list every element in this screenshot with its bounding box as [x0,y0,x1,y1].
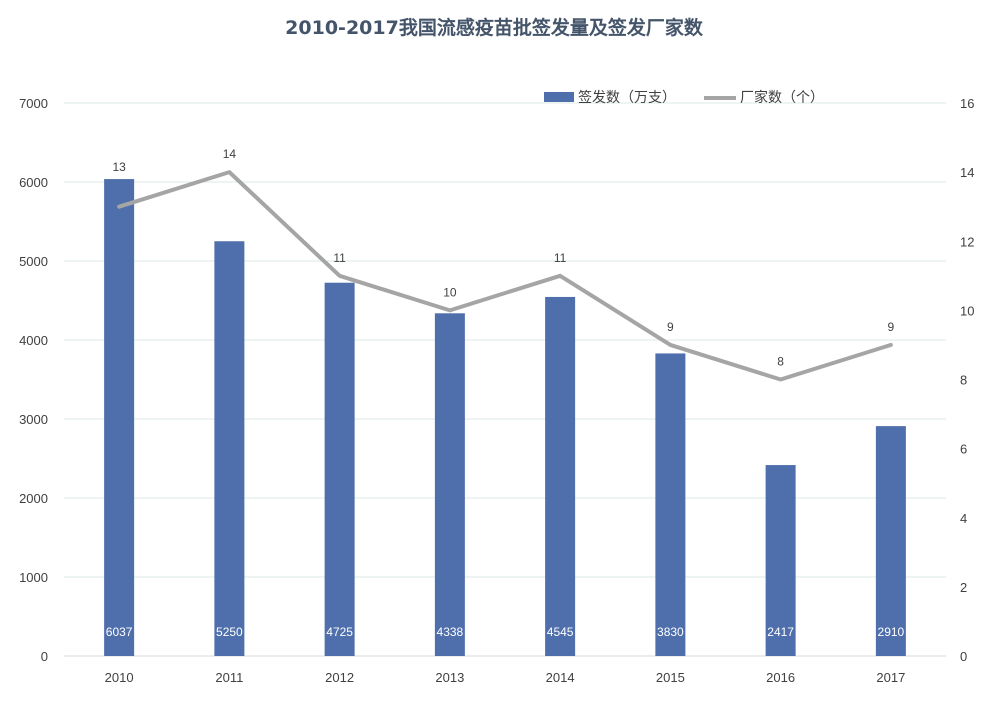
bar [545,296,576,656]
x-tick-label: 2015 [656,670,685,685]
line-path [117,170,893,382]
line-series: 13 14 11 10 11 9 8 9 [112,147,895,382]
right-y-tick-label: 16 [960,96,974,111]
bar [765,465,796,656]
left-y-tick-label: 2000 [19,491,48,506]
bar-data-label: 4338 [437,625,464,639]
line-data-label: 13 [112,160,126,174]
bar [655,353,686,656]
left-y-tick-label: 6000 [19,175,48,190]
right-y-tick-label: 12 [960,234,974,249]
bar-data-label: 4725 [326,625,353,639]
right-y-tick-label: 10 [960,303,974,318]
bar-data-label: 6037 [106,625,133,639]
right-y-tick-label: 4 [960,511,967,526]
right-y-tick-label: 0 [960,649,967,664]
bar [875,426,906,656]
left-y-tick-label: 0 [41,649,48,664]
x-tick-label: 2016 [766,670,795,685]
line-data-label: 9 [888,320,895,334]
right-y-tick-label: 8 [960,373,967,388]
chart-title: 2010-2017我国流感疫苗批签发量及签发厂家数 [285,16,704,39]
left-y-tick-label: 5000 [19,254,48,269]
legend-label-bar: 签发数（万支） [578,89,676,106]
bar-data-label: 2417 [767,625,794,639]
right-y-tick-label: 14 [960,165,974,180]
bar [434,313,465,656]
bar-data-label: 3830 [657,625,684,639]
left-y-tick-label: 1000 [19,570,48,585]
line-data-label: 9 [667,320,674,334]
line-data-label: 11 [333,251,346,265]
bar [214,241,245,656]
bar-data-label: 5250 [216,625,243,639]
right-y-tick-label: 2 [960,580,967,595]
bar [324,282,355,656]
x-tick-label: 2014 [546,670,575,685]
line-data-label: 10 [443,285,457,299]
bar-data-label: 2910 [878,625,905,639]
bar [104,179,135,656]
right-y-tick-label: 6 [960,442,967,457]
legend: 签发数（万支） 厂家数（个） [544,89,824,106]
x-tick-label: 2012 [325,670,354,685]
right-y-axis: 0 2 4 6 8 10 12 14 16 [960,96,974,664]
x-tick-label: 2017 [876,670,905,685]
legend-label-line: 厂家数（个） [740,89,824,106]
line-data-label: 8 [777,355,784,369]
legend-swatch-bar [544,92,574,102]
line-data-label: 14 [223,147,237,161]
left-y-axis: 0 1000 2000 3000 4000 5000 6000 7000 [19,96,48,664]
x-tick-label: 2011 [215,670,243,685]
line-data-label: 11 [554,251,567,265]
gridlines [64,102,946,657]
x-tick-label: 2013 [435,670,464,685]
bar-series: 6037 5250 4725 4338 4545 3830 2417 2910 [104,179,906,656]
x-axis: 2010 2011 2012 2013 2014 2015 2016 2017 [105,670,906,685]
left-y-tick-label: 7000 [19,96,48,111]
x-tick-label: 2010 [105,670,134,685]
left-y-tick-label: 3000 [19,412,48,427]
left-y-tick-label: 4000 [19,333,48,348]
bar-data-label: 4545 [547,625,574,639]
